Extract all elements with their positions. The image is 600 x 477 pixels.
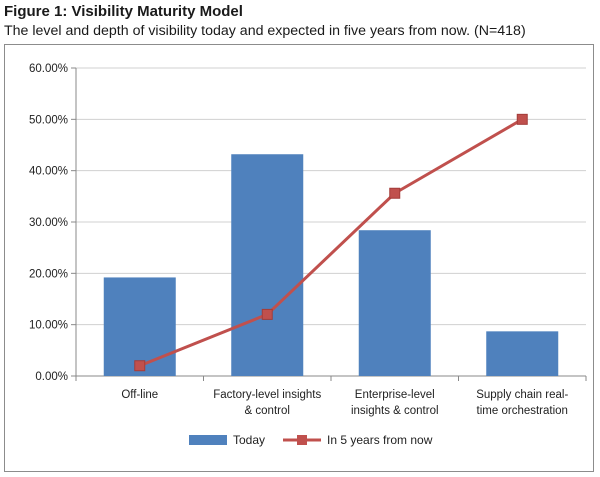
y-tick-label: 40.00%	[29, 166, 68, 178]
point-in5	[516, 113, 528, 125]
y-tick-label: 60.00%	[29, 63, 68, 75]
figure-title: Figure 1: Visibility Maturity Model	[4, 3, 243, 20]
bar-today	[231, 154, 304, 376]
chart-frame: 0.00% 10.00% 20.00% 30.00% 40.00% 50.00% 60.00…	[4, 44, 594, 472]
x-category-label: & control	[245, 405, 290, 417]
x-category-label: Supply chain real-	[476, 389, 568, 401]
point-in5	[134, 360, 146, 372]
y-tick-label: 10.00%	[29, 320, 68, 332]
figure-subtitle: The level and depth of visibility today …	[4, 23, 526, 39]
y-tick-label: 50.00%	[29, 114, 68, 126]
chart-svg: 0.00% 10.00% 20.00% 30.00% 40.00% 50.00% 60.00…	[29, 63, 587, 447]
x-category-label: Factory-level insights	[213, 389, 321, 401]
bar-today	[358, 230, 431, 376]
legend-label-today: Today	[233, 433, 265, 447]
y-tick-label: 20.00%	[29, 268, 68, 280]
y-tick-label: 30.00%	[29, 217, 68, 229]
point-in5	[261, 308, 273, 320]
bar-today	[103, 277, 176, 376]
x-category-label: Enterprise-level	[355, 389, 435, 401]
bar-today	[486, 331, 559, 376]
x-category-label: Off-line	[121, 389, 158, 401]
legend-label-in5: In 5 years from now	[327, 433, 433, 447]
legend-swatch-today	[189, 435, 227, 445]
x-category-label: time orchestration	[477, 405, 568, 417]
point-in5	[389, 187, 401, 199]
x-category-label: insights & control	[351, 405, 439, 417]
legend-marker-in5	[297, 435, 307, 445]
series-line-in5	[139, 118, 524, 368]
y-tick-label: 0.00%	[35, 371, 68, 383]
